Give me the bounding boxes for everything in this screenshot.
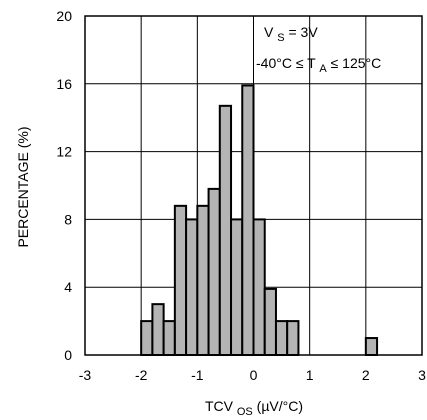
y-tick-label: 20 <box>56 8 72 24</box>
histogram-bar <box>185 218 199 356</box>
x-tick-label: -1 <box>191 367 204 383</box>
x-tick-label: -2 <box>135 367 148 383</box>
histogram-bar <box>364 337 379 356</box>
annotation-supply-voltage: V S = 3V <box>264 24 318 44</box>
annotation-temperature-pre: -40°C ≤ T <box>256 55 316 71</box>
x-tick-label: 0 <box>250 367 258 383</box>
x-axis-label-subscript: OS <box>237 406 253 418</box>
histogram-bar <box>263 287 277 356</box>
histogram-bar <box>241 84 255 357</box>
x-axis-label-unit: (µV/°C) <box>257 398 303 414</box>
y-tick-label: 16 <box>56 76 72 92</box>
annotation-temperature-rest: ≤ 125°C <box>331 55 382 71</box>
annotation-temperature-subscript: A <box>319 63 327 75</box>
y-tick-labels: 0 4 8 12 16 20 <box>56 8 72 363</box>
x-axis-label-main: TCV <box>205 398 234 414</box>
histogram-bar <box>151 303 165 356</box>
histogram-bar <box>230 218 244 356</box>
histogram-bar <box>218 104 233 356</box>
histogram-bar <box>274 320 289 357</box>
annotation-voltage-symbol: V <box>264 24 274 40</box>
y-tick-label: 4 <box>64 279 72 295</box>
y-tick-label: 12 <box>56 144 72 160</box>
annotation-voltage-value: = 3V <box>288 24 318 40</box>
x-tick-label: -3 <box>79 367 92 383</box>
x-tick-labels: -3 -2 -1 0 1 2 3 <box>79 367 426 383</box>
y-tick-label: 8 <box>64 211 72 227</box>
histogram-bar <box>252 218 266 356</box>
x-tick-label: 3 <box>418 367 426 383</box>
annotation-voltage-subscript: S <box>277 32 284 44</box>
histogram-bar <box>162 320 176 357</box>
histogram-bar <box>286 320 300 357</box>
bars <box>140 84 379 357</box>
y-axis-label: PERCENTAGE (%) <box>15 126 31 247</box>
x-axis-label: TCV OS (µV/°C) <box>205 398 303 418</box>
histogram-bar <box>196 204 210 356</box>
x-tick-label: 1 <box>306 367 314 383</box>
y-tick-label: 0 <box>64 347 72 363</box>
plot-frame <box>84 15 423 356</box>
annotation-temperature-range: -40°C ≤ T A ≤ 125°C <box>256 55 381 75</box>
histogram-bar <box>207 187 221 356</box>
histogram-bar <box>140 320 154 357</box>
histogram-bar <box>173 204 188 356</box>
x-tick-label: 2 <box>362 367 370 383</box>
